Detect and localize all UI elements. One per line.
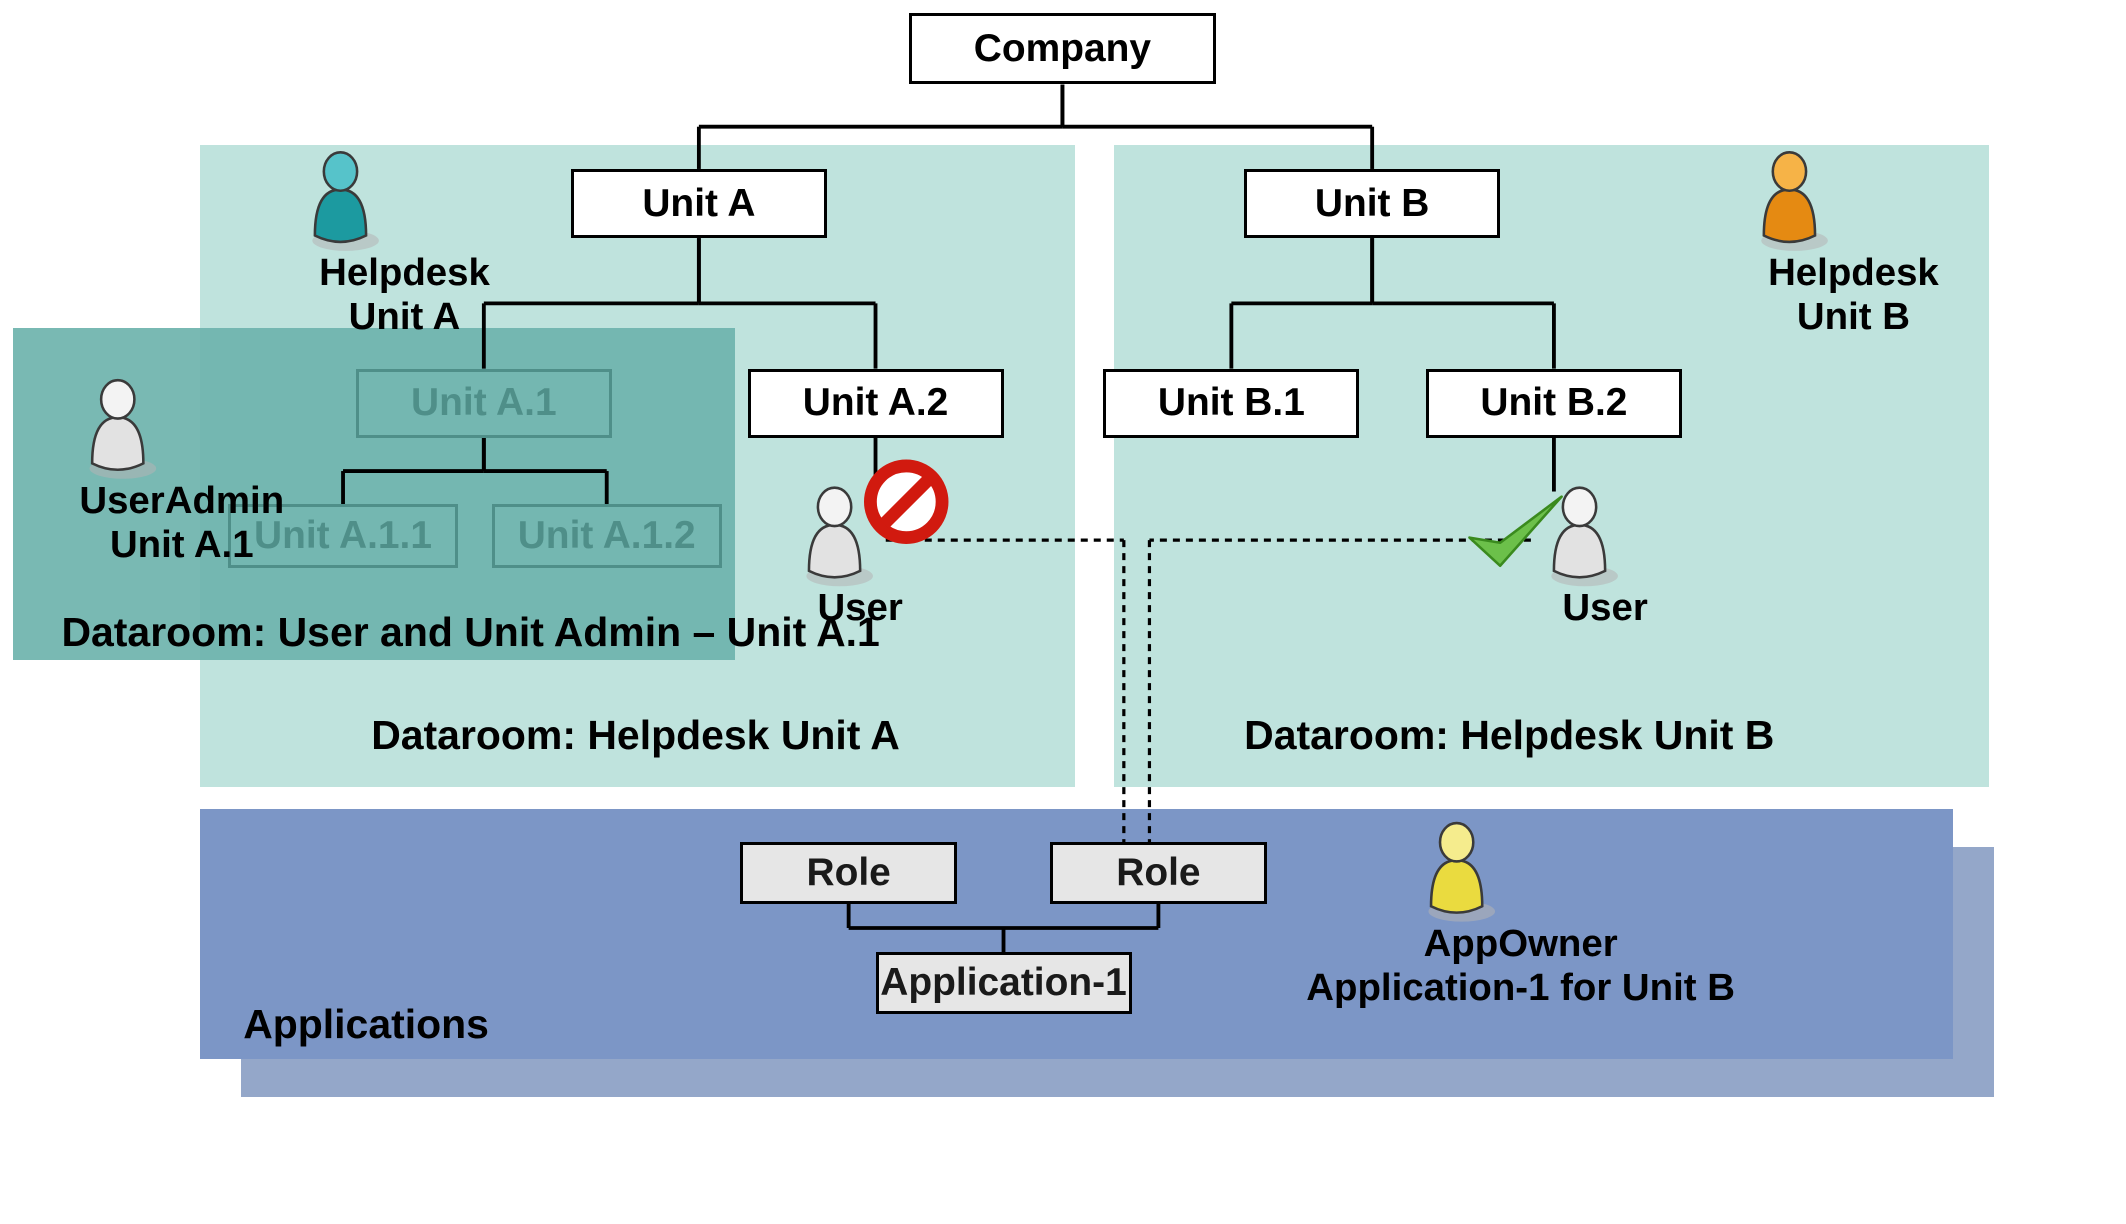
node-company: Company [909,13,1216,85]
node-label: Unit A.2 [803,381,949,425]
person-useradmin-icon [90,380,157,479]
node-app1: Application-1 [876,952,1132,1013]
label-line: User [1516,586,1695,630]
node-role1: Role [740,842,958,903]
check-icon [1469,497,1561,566]
person-helpdesk_a-icon [312,152,379,251]
node-unit_b1: Unit B.1 [1103,369,1359,438]
node-unit_a1: Unit A.1 [356,369,612,438]
node-role2: Role [1050,842,1268,903]
label-line: Application-1 for Unit B [1252,966,1790,1010]
person-user_b-label: User [1516,586,1695,630]
person-appowner-label: AppOwnerApplication-1 for Unit B [1252,922,1790,1010]
label-line: Unit A.1 [15,523,348,567]
node-label: Role [806,851,890,895]
label-line: Helpdesk [238,251,571,295]
node-label: Unit A [642,182,755,226]
caption-dataroom_a: Dataroom: Helpdesk Unit A [371,712,900,759]
caption-applications: Applications [243,1001,489,1048]
node-label: Role [1116,851,1200,895]
node-label: Unit A.1 [411,381,557,425]
label-line: UserAdmin [15,479,348,523]
node-unit_b2: Unit B.2 [1426,369,1682,438]
node-label: Company [974,27,1151,71]
person-helpdesk_b-label: HelpdeskUnit B [1687,251,2020,339]
label-line: Unit B [1687,295,2020,339]
person-appowner-icon [1428,823,1495,922]
person-helpdesk_b-icon [1761,152,1828,251]
node-unit_a: Unit A [571,169,827,238]
node-unit_a12: Unit A.1.2 [492,504,722,568]
node-label: Unit B.2 [1480,381,1627,425]
label-line: Helpdesk [1687,251,2020,295]
person-user_b-icon [1551,488,1618,587]
person-user_a-icon [806,488,873,587]
node-unit_a2: Unit A.2 [748,369,1004,438]
person-helpdesk_a-label: HelpdeskUnit A [238,251,571,339]
caption-dataroom_a1: Dataroom: User and Unit Admin – Unit A.1 [61,609,879,656]
diagram-stage: Company Unit A Unit B Unit A.1 Unit A.2 Unit … [0,0,2126,1224]
prohibit-icon [870,466,942,538]
label-line: AppOwner [1252,922,1790,966]
label-line: Unit A [238,295,571,339]
caption-dataroom_b: Dataroom: Helpdesk Unit B [1244,712,1774,759]
node-unit_b: Unit B [1244,169,1500,238]
node-label: Application-1 [880,961,1126,1005]
node-label: Unit B.1 [1158,381,1305,425]
node-label: Unit A.1.2 [518,514,696,558]
person-useradmin-label: UserAdminUnit A.1 [15,479,348,567]
node-label: Unit B [1315,182,1430,226]
